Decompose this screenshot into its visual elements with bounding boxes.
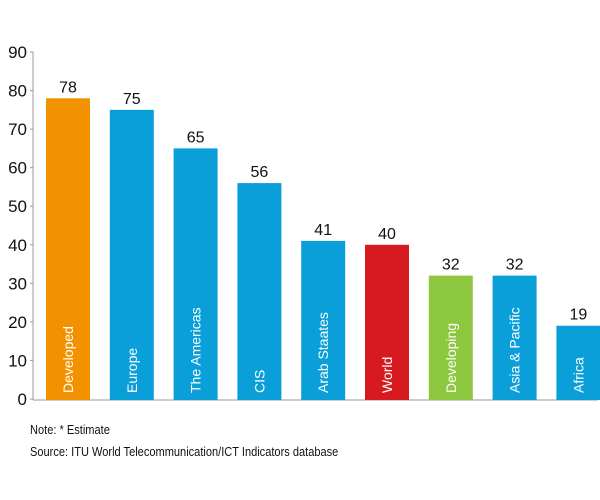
category-label: Europe xyxy=(124,348,140,393)
category-label: CIS xyxy=(251,370,267,393)
bar xyxy=(428,275,473,400)
data-label: 56 xyxy=(251,164,269,181)
y-tick-label: 70 xyxy=(8,120,27,139)
y-tick-label: 90 xyxy=(8,43,27,62)
category-label: Asia & Pacific xyxy=(507,307,523,393)
y-tick-label: 20 xyxy=(8,313,27,332)
data-label: 41 xyxy=(314,222,332,239)
data-label: 19 xyxy=(570,307,588,324)
y-tick-label: 40 xyxy=(8,236,27,255)
y-tick-label: 50 xyxy=(8,197,27,216)
bar xyxy=(237,183,282,400)
data-label: 32 xyxy=(506,257,524,274)
bar xyxy=(46,98,90,401)
data-label: 78 xyxy=(59,79,77,96)
y-tick-label: 30 xyxy=(8,274,27,293)
bar xyxy=(173,148,218,400)
y-tick-label: 60 xyxy=(8,159,27,178)
bar xyxy=(365,244,409,400)
bar xyxy=(492,275,537,400)
source-text: Source: ITU World Telecommunication/ICT … xyxy=(30,444,339,459)
category-label: Developed xyxy=(60,326,76,393)
category-label: The Americas xyxy=(188,307,204,393)
y-tick-label: 0 xyxy=(18,390,27,409)
y-tick-label: 10 xyxy=(8,351,27,370)
data-label: 40 xyxy=(378,226,396,243)
data-label: 32 xyxy=(442,257,460,274)
bar xyxy=(556,325,600,400)
bar xyxy=(109,109,154,400)
y-tick-label: 80 xyxy=(8,82,27,101)
category-label: World xyxy=(379,357,395,393)
bar-chart: 0 10 20 30 40 50 60 70 80 90 78 Developed 75 Europe 65… xyxy=(8,43,600,409)
data-label: 75 xyxy=(123,91,141,108)
note-text: Note: * Estimate xyxy=(30,422,110,437)
category-label: Developing xyxy=(443,323,459,393)
category-label: Africa xyxy=(570,357,586,393)
data-label: 65 xyxy=(187,129,205,146)
category-label: Arab Staates xyxy=(315,312,331,393)
bar xyxy=(301,240,346,400)
